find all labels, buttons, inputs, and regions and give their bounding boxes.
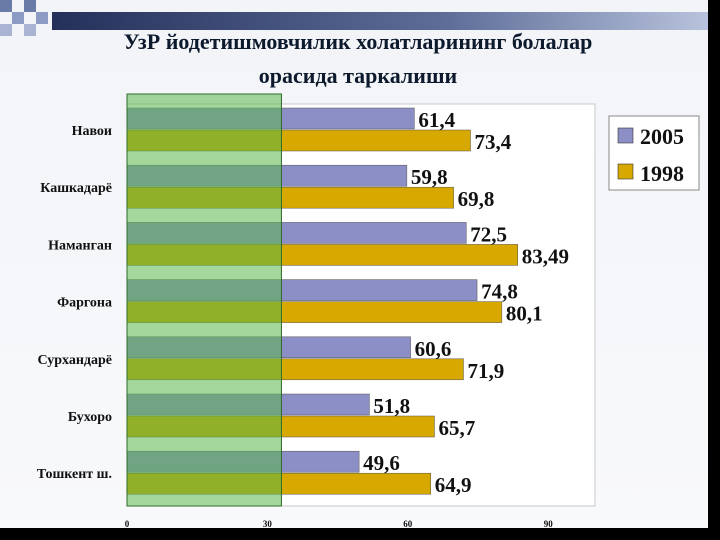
x-tick-label-3: 90	[544, 519, 554, 529]
category-label-0: Навои	[72, 124, 112, 139]
value-label-1998-2: 83,49	[522, 244, 569, 268]
x-tick-label-1: 30	[263, 519, 273, 529]
value-label-1998-3: 80,1	[506, 302, 543, 326]
chart-title-line-2: орасида таркалиши	[259, 63, 458, 88]
legend-label-2005: 2005	[640, 124, 684, 149]
corner-decoration	[0, 0, 48, 36]
top-stripe	[52, 12, 708, 30]
value-label-1998-0: 73,4	[475, 130, 512, 154]
value-label-2005-6: 49,6	[363, 451, 400, 475]
category-label-5: Бухоро	[68, 410, 112, 425]
value-label-1998-6: 64,9	[435, 473, 472, 497]
category-label-2: Наманган	[48, 238, 112, 253]
value-label-2005-4: 60,6	[415, 337, 452, 361]
value-label-1998-1: 69,8	[458, 187, 495, 211]
highlight-band	[126, 93, 282, 507]
legend-label-1998: 1998	[640, 161, 684, 186]
value-label-2005-1: 59,8	[411, 165, 448, 189]
chart-title-line-1: УзР йодетишмовчилик холатларининг болала…	[124, 29, 593, 54]
value-label-2005-0: 61,4	[418, 108, 455, 132]
legend-swatch-2005	[617, 127, 634, 144]
value-label-1998-4: 71,9	[467, 359, 504, 383]
legend: 2005 1998	[608, 115, 700, 191]
value-label-2005-2: 72,5	[470, 222, 507, 246]
value-label-1998-5: 65,7	[438, 416, 475, 440]
category-label-4: Сурхандарё	[37, 353, 112, 368]
legend-swatch-1998	[617, 163, 634, 180]
category-label-6: Тошкент ш.	[37, 467, 112, 482]
value-label-2005-3: 74,8	[481, 280, 518, 304]
value-label-2005-5: 51,8	[373, 394, 410, 418]
x-tick-label-2: 60	[403, 519, 413, 529]
x-tick-label-0: 0	[125, 519, 130, 529]
category-label-3: Фаргона	[57, 296, 112, 311]
category-label-1: Кашкадарё	[40, 181, 112, 196]
